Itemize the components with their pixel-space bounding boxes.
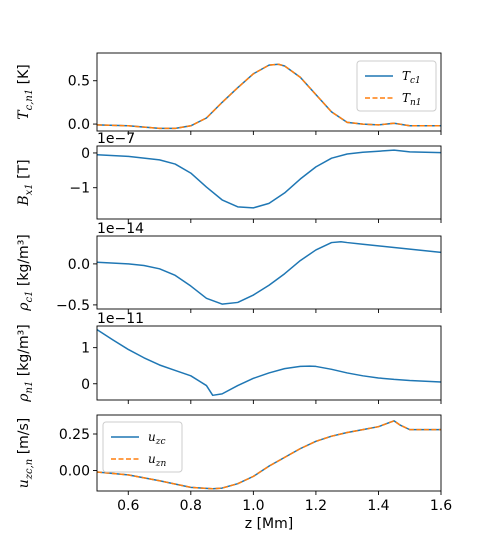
y-tick-label: 1 (81, 341, 90, 357)
x-tick-label: 1.4 (367, 498, 389, 514)
y-tick-label: −1 (69, 181, 90, 197)
plot-frame (96, 145, 442, 220)
y-axis-label: Bx1 [T] (16, 159, 35, 206)
y-axis-label: ρc1 [kg/m³] (16, 234, 35, 312)
y-axis-label: Tc,n1 [K] (16, 64, 35, 120)
series-line-2 (97, 63, 441, 130)
y-tick-label: 0 (81, 377, 90, 393)
axis-offset-text: 1e−14 (97, 221, 144, 237)
legend-label: Tn1 (402, 91, 422, 108)
panel-3: 0.0 −0.5 1e−14 ρc1 [kg/m³] (16, 221, 442, 314)
y-tick-label: 0.00 (59, 464, 90, 480)
y-tick-label: 0.25 (59, 427, 90, 443)
y-tick-label: −0.5 (56, 298, 90, 314)
plot-frame (96, 414, 442, 492)
axis-offset-text: 1e−11 (97, 311, 144, 327)
legend-label: uzn (148, 452, 166, 469)
legend-frame (102, 421, 183, 473)
x-tick-label: 0.6 (117, 498, 139, 514)
series-line-1 (97, 240, 441, 305)
legend-frame (356, 60, 437, 112)
legend-label: Tc1 (402, 69, 421, 86)
x-tick-label: 1.6 (430, 498, 452, 514)
axis-offset-text: 1e−7 (97, 131, 135, 147)
legend-label: uzc (148, 430, 166, 447)
panel-2: 0 −1 1e−7 Bx1 [T] (16, 131, 442, 223)
y-tick-label: 0 (81, 146, 90, 162)
plot-frame (96, 52, 442, 132)
legend: uzc uzn (102, 421, 183, 473)
y-axis-label: ρn1 [kg/m³] (16, 324, 35, 402)
panel-4: 1 0 1e−11 ρn1 [kg/m³] (16, 311, 442, 404)
y-axis-label: uzc,n [m/s] (16, 418, 35, 489)
panel-5: 0.25 0.00 0.6 0.8 1.0 1.2 1.4 1.6 uzc,n [m/s] uzc… (16, 414, 452, 514)
x-tick-label: 1.0 (242, 498, 264, 514)
y-tick-label: 0.0 (68, 117, 90, 133)
plot-frame (96, 235, 442, 310)
x-tick-label: 0.8 (180, 498, 202, 514)
y-tick-label: 0.5 (68, 74, 90, 90)
series-line-1 (97, 149, 441, 209)
x-axis-label: z [Mm] (245, 516, 293, 532)
series-line-2 (97, 420, 441, 490)
plot-frame (96, 325, 442, 401)
y-tick-label: 0.0 (68, 257, 90, 273)
series-line-1 (97, 328, 441, 397)
x-tick-label: 1.2 (305, 498, 327, 514)
